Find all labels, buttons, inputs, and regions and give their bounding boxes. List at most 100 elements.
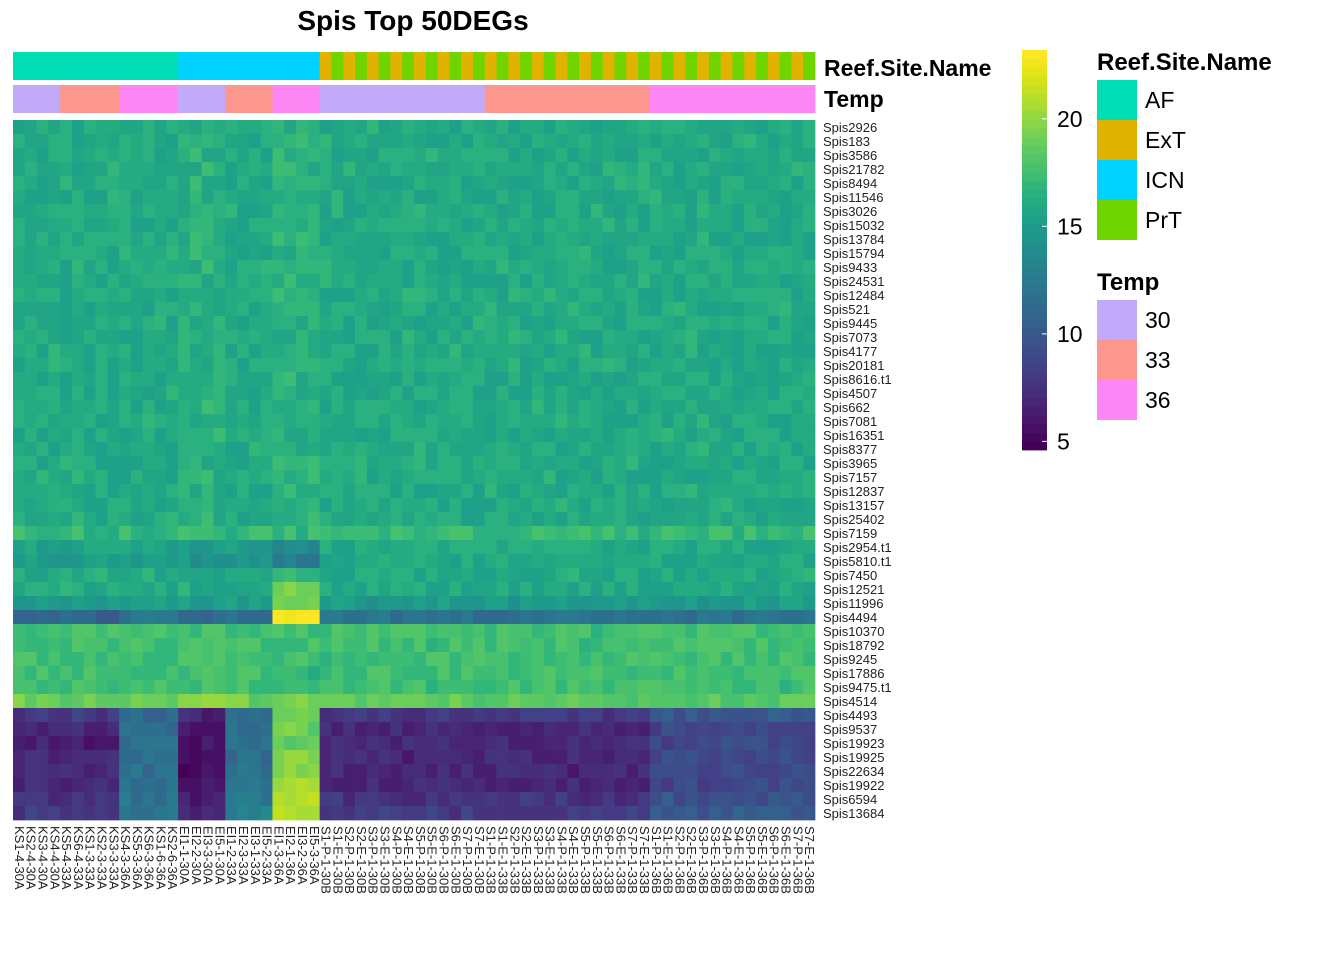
heatmap-cell bbox=[685, 652, 698, 667]
heatmap-cell bbox=[119, 190, 132, 205]
heatmap-cell bbox=[555, 204, 568, 219]
heatmap-cell bbox=[142, 596, 155, 611]
heatmap-cell bbox=[461, 722, 474, 737]
heatmap-cell bbox=[71, 526, 85, 541]
heatmap-cell bbox=[543, 652, 556, 667]
heatmap-cell bbox=[366, 484, 379, 499]
heatmap-cell bbox=[142, 260, 155, 275]
heatmap-cell bbox=[484, 386, 497, 401]
heatmap-cell bbox=[496, 694, 509, 709]
heatmap-cell bbox=[496, 218, 509, 233]
heatmap-cell bbox=[732, 316, 745, 331]
heatmap-cell bbox=[166, 428, 179, 443]
heatmap-cell bbox=[60, 190, 73, 205]
heatmap-cell bbox=[697, 498, 710, 513]
heatmap-cell bbox=[166, 442, 179, 457]
heatmap-cell bbox=[414, 484, 427, 499]
heatmap-cell bbox=[496, 736, 509, 751]
row-label: Spis19925 bbox=[823, 750, 884, 765]
heatmap-cell bbox=[36, 400, 49, 415]
temp-annotation-cell bbox=[673, 85, 686, 113]
heatmap-cell bbox=[638, 428, 651, 443]
heatmap-cell bbox=[142, 750, 155, 765]
heatmap-cell bbox=[319, 232, 332, 247]
heatmap-cell bbox=[579, 218, 592, 233]
heatmap-cell bbox=[225, 120, 238, 135]
heatmap-cell bbox=[756, 722, 769, 737]
heatmap-cell bbox=[638, 484, 651, 499]
heatmap-cell bbox=[307, 680, 320, 695]
temp-annotation-cell bbox=[272, 85, 285, 113]
heatmap-cell bbox=[756, 512, 769, 527]
heatmap-cell bbox=[201, 526, 214, 541]
heatmap-cell bbox=[71, 204, 85, 219]
heatmap-cell bbox=[425, 806, 438, 821]
heatmap-cell bbox=[248, 218, 262, 233]
heatmap-cell bbox=[343, 638, 356, 653]
temp-annotation-cell bbox=[472, 85, 486, 113]
heatmap-cell bbox=[48, 372, 61, 387]
heatmap-cell bbox=[520, 638, 533, 653]
heatmap-cell bbox=[355, 190, 368, 205]
heatmap-cell bbox=[508, 190, 521, 205]
heatmap-cell bbox=[154, 372, 167, 387]
heatmap-cell bbox=[260, 428, 273, 443]
heatmap-cell bbox=[732, 680, 745, 695]
heatmap-cell bbox=[83, 372, 96, 387]
heatmap-cell bbox=[272, 372, 285, 387]
heatmap-cell bbox=[437, 190, 450, 205]
heatmap-cell bbox=[107, 610, 120, 625]
heatmap-cell bbox=[602, 512, 615, 527]
heatmap-cell bbox=[614, 498, 627, 513]
heatmap-cell bbox=[331, 246, 344, 261]
heatmap-cell bbox=[767, 204, 780, 219]
heatmap-cell bbox=[626, 176, 639, 191]
heatmap-cell bbox=[60, 498, 73, 513]
heatmap-cell bbox=[661, 218, 674, 233]
heatmap-cell bbox=[803, 666, 816, 681]
heatmap-cell bbox=[71, 694, 85, 709]
heatmap-cell bbox=[425, 386, 438, 401]
heatmap-cell bbox=[437, 624, 450, 639]
heatmap-cell bbox=[567, 582, 580, 597]
heatmap-cell bbox=[260, 806, 273, 821]
heatmap-cell bbox=[260, 162, 273, 177]
heatmap-cell bbox=[720, 526, 733, 541]
heatmap-cell bbox=[626, 708, 639, 723]
heatmap-cell bbox=[756, 218, 769, 233]
heatmap-cell bbox=[579, 442, 592, 457]
reef-site-track-label: Reef.Site.Name bbox=[824, 55, 991, 81]
heatmap-cell bbox=[425, 274, 438, 289]
heatmap-cell bbox=[378, 666, 391, 681]
column-label: S3-E-1-36B bbox=[708, 826, 723, 894]
heatmap-cell bbox=[201, 680, 214, 695]
heatmap-cell bbox=[697, 750, 710, 765]
heatmap-cell bbox=[461, 190, 474, 205]
heatmap-cell bbox=[531, 316, 545, 331]
heatmap-cell bbox=[307, 526, 320, 541]
heatmap-cell bbox=[437, 610, 450, 625]
heatmap-cell bbox=[189, 344, 203, 359]
heatmap-cell bbox=[213, 470, 226, 485]
heatmap-cell bbox=[83, 778, 96, 793]
heatmap-cell bbox=[142, 456, 155, 471]
heatmap-cell bbox=[555, 400, 568, 415]
heatmap-cell bbox=[307, 134, 320, 149]
heatmap-cell bbox=[36, 708, 49, 723]
heatmap-cell bbox=[484, 694, 497, 709]
heatmap-cell bbox=[107, 624, 120, 639]
heatmap-cell bbox=[95, 274, 108, 289]
heatmap-cell bbox=[414, 792, 427, 807]
temp-annotation-cell bbox=[638, 85, 651, 113]
colorbar-swatch bbox=[1022, 432, 1047, 442]
heatmap-cell bbox=[414, 722, 427, 737]
heatmap-cell bbox=[732, 624, 745, 639]
heatmap-cell bbox=[331, 652, 344, 667]
heatmap-cell bbox=[472, 204, 486, 219]
heatmap-cell bbox=[225, 638, 238, 653]
heatmap-cell bbox=[732, 330, 745, 345]
heatmap-cell bbox=[272, 148, 285, 163]
row-label: Spis17886 bbox=[823, 666, 884, 681]
heatmap-cell bbox=[83, 596, 96, 611]
heatmap-cell bbox=[567, 680, 580, 695]
